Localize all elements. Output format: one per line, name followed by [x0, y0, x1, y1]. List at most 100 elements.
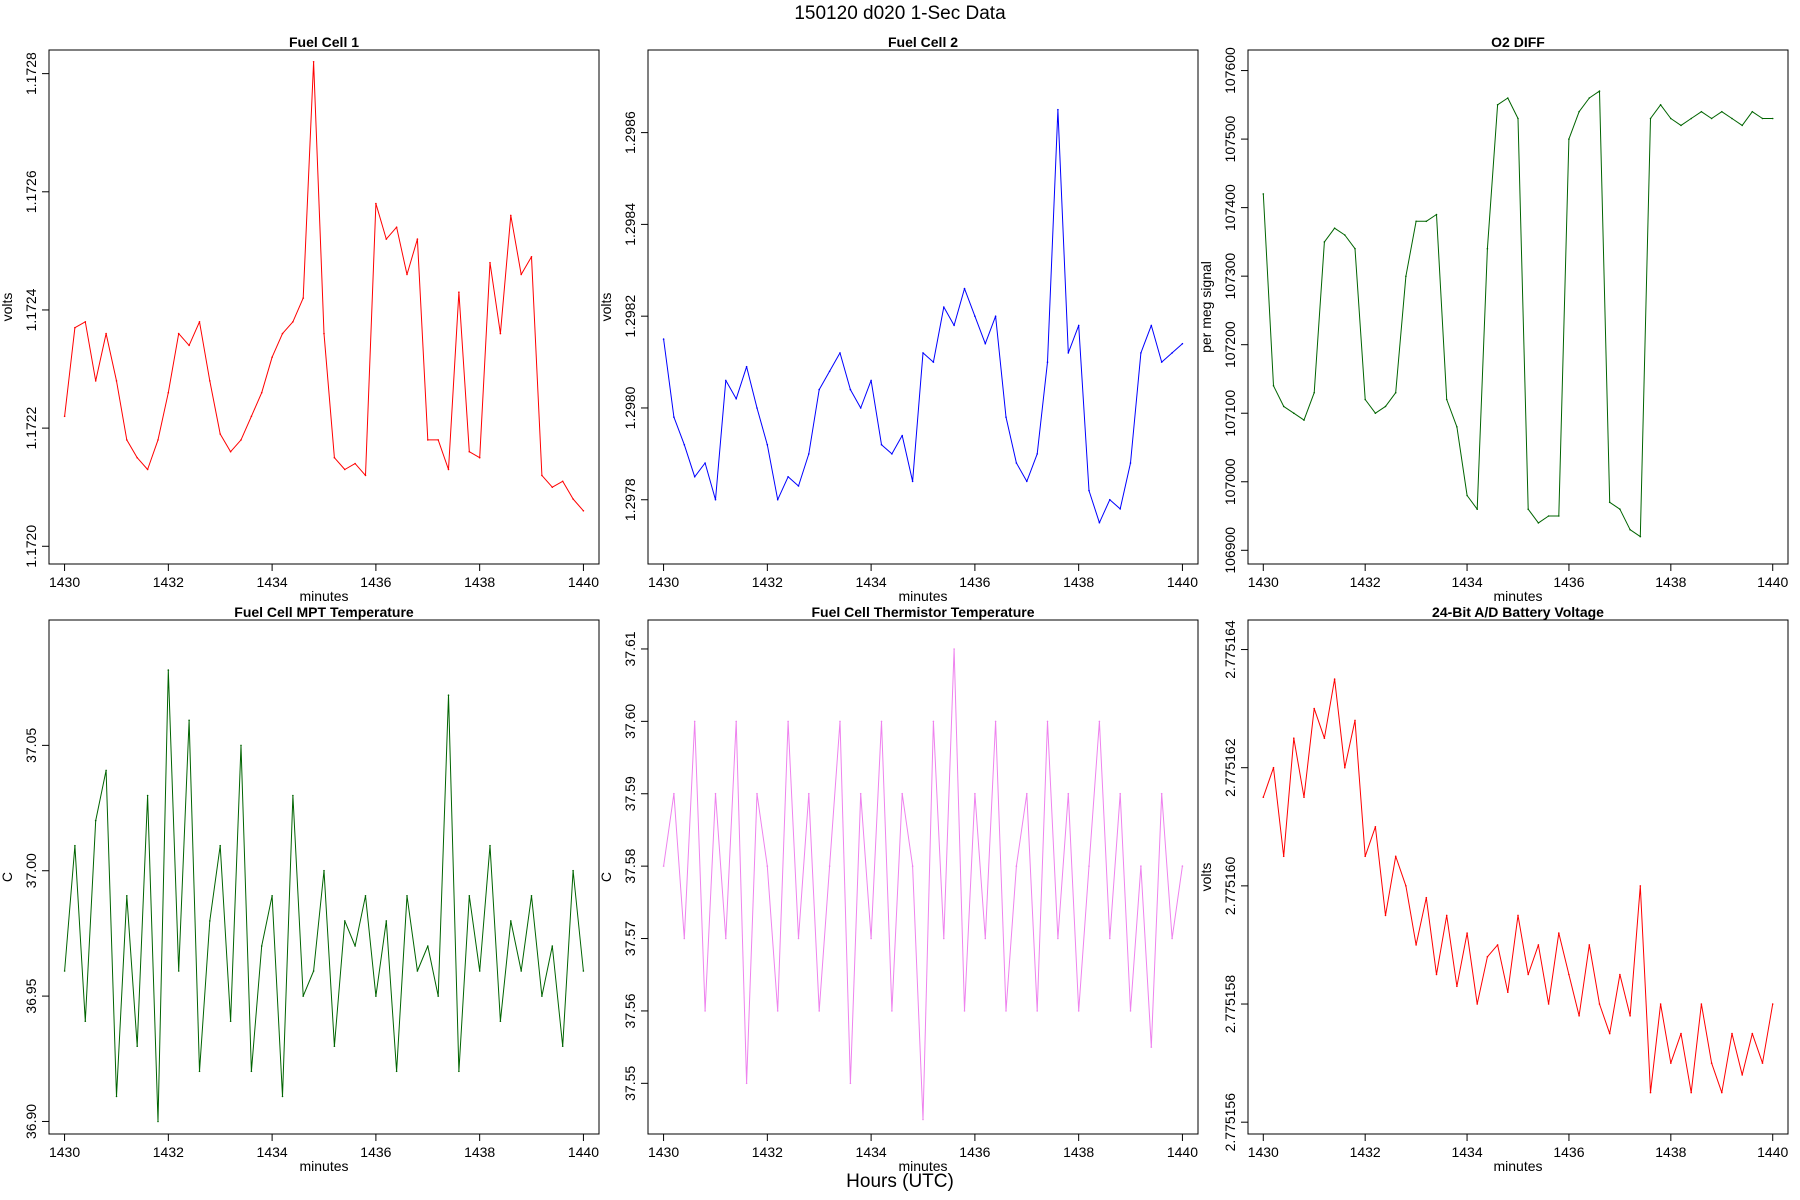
data-point	[458, 1070, 460, 1073]
data-point	[1057, 937, 1059, 940]
data-point	[1026, 792, 1028, 795]
data-point	[1680, 1032, 1682, 1035]
data-point	[1578, 110, 1580, 113]
data-point	[209, 920, 211, 922]
data-point	[572, 869, 574, 872]
data-point	[1333, 227, 1336, 229]
data-point	[1415, 944, 1417, 946]
data-point	[229, 450, 232, 453]
data-point	[1486, 247, 1489, 250]
data-point	[250, 1070, 253, 1073]
data-point	[1670, 117, 1672, 120]
data-point	[1344, 766, 1346, 769]
series-line-fuel-cell-2	[663, 109, 1183, 524]
data-point	[662, 338, 665, 340]
x-tick-label: 1438	[1063, 1144, 1094, 1160]
data-point	[1293, 737, 1295, 739]
y-axis-label: volts	[598, 293, 614, 322]
data-point	[1721, 1091, 1723, 1094]
data-point	[839, 352, 841, 354]
series-line-fuel-cell-thermistor-temperature	[663, 648, 1183, 1120]
series-line-fuel-cell-1	[64, 61, 584, 512]
y-tick-label: 107200	[1222, 321, 1238, 368]
data-point	[1333, 678, 1336, 680]
data-point	[714, 498, 717, 501]
data-point	[1171, 352, 1173, 354]
data-point	[1721, 110, 1723, 113]
data-point	[260, 391, 263, 394]
panel-fuel-cell-2: Fuel Cell 2 1430 1432 1434 1436 1438 1440 minut…	[598, 34, 1199, 604]
data-point	[1537, 522, 1540, 524]
data-point	[1741, 124, 1743, 127]
data-point	[1150, 324, 1153, 327]
data-point	[1771, 1003, 1774, 1005]
x-tick-label: 1440	[568, 1144, 599, 1160]
data-point	[530, 255, 533, 258]
data-point	[292, 321, 294, 323]
y-tick-label: 1.2980	[622, 386, 638, 429]
data-point	[776, 498, 779, 501]
y-tick-label: 107500	[1222, 116, 1238, 163]
data-point	[1036, 1010, 1038, 1012]
data-point	[1568, 973, 1570, 976]
data-point	[1425, 220, 1428, 223]
data-point	[1680, 124, 1682, 127]
x-tick-label: 1440	[1167, 574, 1198, 590]
data-point	[1619, 508, 1621, 511]
data-point	[1751, 1032, 1754, 1035]
data-point	[787, 476, 789, 478]
x-tick-label: 1436	[959, 574, 990, 590]
data-point	[458, 291, 460, 294]
y-axis-label: volts	[1198, 863, 1214, 892]
data-point	[74, 326, 76, 329]
y-tick-label: 1.1720	[23, 525, 39, 568]
data-point	[1700, 1003, 1703, 1005]
data-point	[333, 456, 336, 459]
series-line-o2-diff	[1262, 90, 1773, 538]
data-point	[943, 937, 945, 940]
data-point	[364, 895, 367, 897]
data-point	[447, 468, 450, 471]
y-tick-label: 37.60	[622, 704, 638, 739]
data-point	[582, 970, 585, 972]
data-point	[1588, 97, 1591, 99]
data-point	[828, 865, 831, 867]
data-point	[828, 370, 831, 373]
x-tick-label: 1432	[752, 1144, 783, 1160]
data-point	[787, 720, 789, 723]
y-tick-label: 37.55	[622, 1066, 638, 1101]
data-point	[1456, 426, 1458, 428]
data-point	[551, 486, 554, 489]
x-tick-label: 1434	[1451, 574, 1482, 590]
panel-fuel-cell-1: Fuel Cell 1 1430 1432 1434 1436 1438 1440 minut…	[0, 34, 600, 604]
data-point	[870, 937, 872, 940]
data-point	[1374, 412, 1377, 415]
data-point	[364, 474, 367, 477]
data-point	[1323, 737, 1326, 739]
data-point	[1374, 826, 1377, 828]
data-point	[1496, 104, 1499, 106]
data-point	[1710, 1062, 1713, 1064]
data-point	[561, 480, 564, 483]
x-tick-label: 1436	[1553, 574, 1584, 590]
data-point	[1015, 865, 1018, 867]
hours-utc-label: Hours (UTC)	[846, 1171, 954, 1192]
data-point	[1741, 1074, 1743, 1076]
x-tick-label: 1432	[1350, 574, 1381, 590]
data-point	[1517, 117, 1519, 120]
x-tick-label: 1430	[648, 1144, 679, 1160]
data-point	[1639, 885, 1642, 887]
data-point	[1476, 508, 1478, 511]
data-point	[1670, 1062, 1672, 1064]
data-point	[312, 61, 315, 63]
x-tick-label: 1432	[153, 1144, 184, 1160]
panel-title: Fuel Cell 2	[888, 34, 958, 50]
data-point	[1364, 855, 1366, 858]
data-point	[271, 895, 273, 897]
data-point	[499, 332, 502, 335]
panel-24-bit-a-d-battery-voltage: 24-Bit A/D Battery Voltage 1430 1432 1434 14…	[1198, 604, 1789, 1174]
data-point	[1282, 405, 1285, 408]
data-point	[250, 415, 253, 418]
data-point	[240, 439, 242, 441]
data-point	[745, 1082, 748, 1085]
